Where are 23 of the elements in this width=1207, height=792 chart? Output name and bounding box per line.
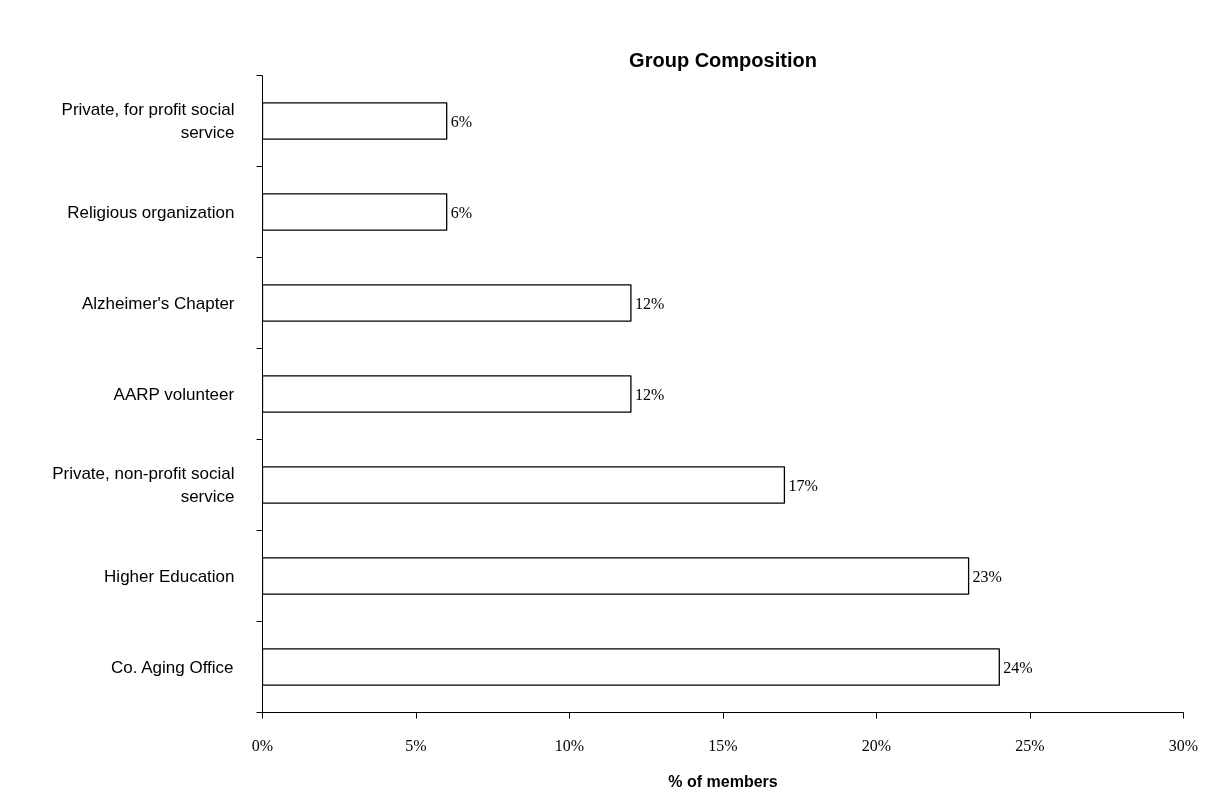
y-tick-label: Religious organization xyxy=(67,202,235,222)
y-tick-label: Higher Education xyxy=(104,566,235,586)
data-label: 12% xyxy=(634,294,665,312)
y-tick-label: Co. Aging Office xyxy=(111,657,234,677)
data-label: 17% xyxy=(788,476,818,494)
y-tick-label: Private, non-profit social service xyxy=(52,464,235,506)
x-tick-label: 5% xyxy=(405,736,427,754)
x-tick-label: 30% xyxy=(1168,736,1199,754)
data-label: 24% xyxy=(1003,658,1033,676)
x-tick-label: 15% xyxy=(708,736,738,754)
x-tick-label: 25% xyxy=(1015,736,1045,754)
x-tick-label: 0% xyxy=(251,736,274,754)
y-tick-label: AARP volunteer xyxy=(113,384,235,404)
x-tick-label: 10% xyxy=(554,736,585,754)
data-label: 12% xyxy=(634,385,665,403)
y-tick-label: Private, for profit social service xyxy=(61,100,235,142)
data-label: 6% xyxy=(450,203,473,221)
x-tick-label: 20% xyxy=(861,736,892,754)
data-label: 23% xyxy=(972,567,1002,585)
chart-title: Group Composition xyxy=(629,48,817,71)
x-axis-title: % of members xyxy=(668,772,778,790)
y-tick-label: Alzheimer's Chapter xyxy=(81,293,235,313)
data-label: 6% xyxy=(450,112,473,130)
